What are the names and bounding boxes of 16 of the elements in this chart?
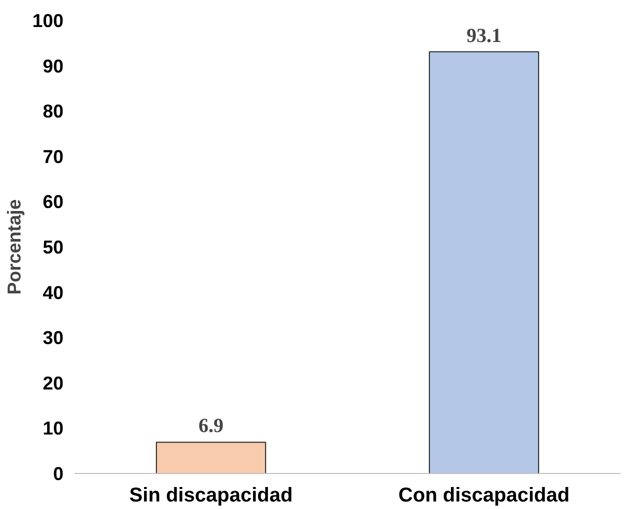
y-tick-label: 20 — [42, 372, 64, 394]
data-label: 6.9 — [198, 415, 224, 438]
y-tick-label: 0 — [53, 463, 64, 484]
y-tick-label: 30 — [42, 327, 64, 348]
y-tick-label: 80 — [42, 100, 64, 122]
y-tick-label: 50 — [42, 236, 64, 258]
y-tick-label: 90 — [42, 55, 64, 76]
y-tick-label: 60 — [42, 191, 64, 212]
x-tick-label: Con discapacidad — [398, 484, 570, 506]
y-tick-label: 40 — [42, 282, 64, 303]
y-tick-label: 70 — [42, 146, 64, 167]
data-label: 93.1 — [466, 24, 502, 47]
y-tick-label: 10 — [42, 418, 64, 439]
x-tick-label: Sin discapacidad — [129, 484, 293, 506]
y-tick-label: 100 — [32, 10, 64, 31]
y-axis-title: Porcentaje — [3, 199, 24, 295]
